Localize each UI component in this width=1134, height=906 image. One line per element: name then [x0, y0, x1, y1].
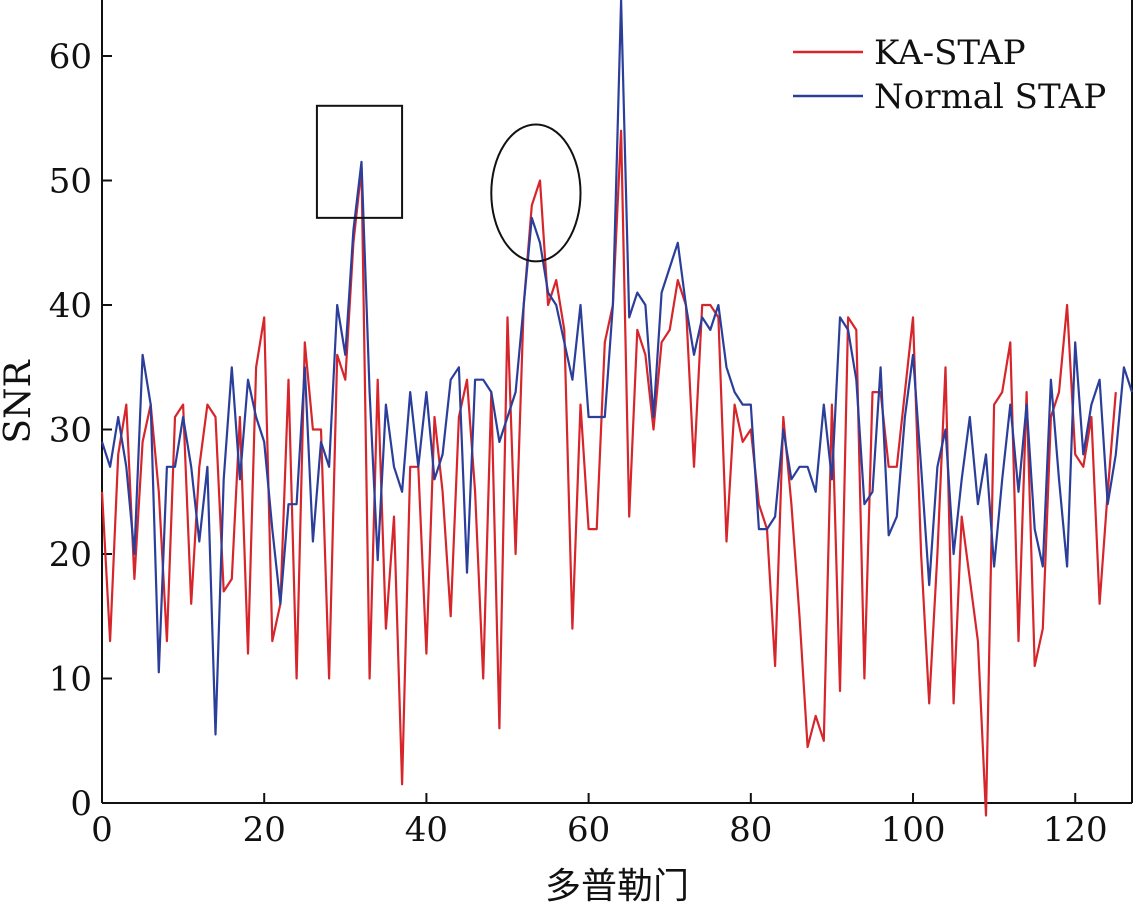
x-tick-label-120: 120 [1043, 810, 1108, 850]
legend-label-normal-stap: Normal STAP [874, 77, 1106, 117]
series-line-normal-stap [100, 0, 1134, 736]
legend: KA-STAP Normal STAP [793, 33, 1106, 117]
x-tick-label-100: 100 [881, 810, 946, 850]
series-layer [100, 0, 1134, 817]
x-tick-label-40: 40 [405, 810, 448, 850]
y-tick-label-50: 50 [49, 162, 92, 202]
x-tick-label-0: 0 [91, 810, 113, 850]
annotation-box [315, 104, 404, 219]
y-ticks: 0 10 20 30 40 50 60 [49, 37, 112, 824]
y-tick-label-30: 30 [49, 411, 92, 451]
y-tick-label-40: 40 [49, 286, 92, 326]
x-axis-title: 多普勒门 [545, 866, 689, 906]
x-tick-label-60: 60 [567, 810, 610, 850]
y-tick-label-0: 0 [70, 784, 92, 824]
x-tick-label-20: 20 [243, 810, 286, 850]
x-tick-label-80: 80 [729, 810, 772, 850]
y-axis-title: SNR [0, 359, 39, 443]
annotation-circle [490, 123, 582, 263]
y-tick-label-10: 10 [49, 660, 92, 700]
legend-label-ka-stap: KA-STAP [874, 33, 1026, 73]
series-line-ka-stap [100, 129, 1117, 817]
annotation-layer [315, 104, 582, 263]
y-tick-label-60: 60 [49, 37, 92, 77]
y-tick-label-20: 20 [49, 535, 92, 575]
plot-frame [101, 0, 1133, 804]
x-ticks: 0 20 40 60 80 100 120 [91, 793, 1108, 850]
